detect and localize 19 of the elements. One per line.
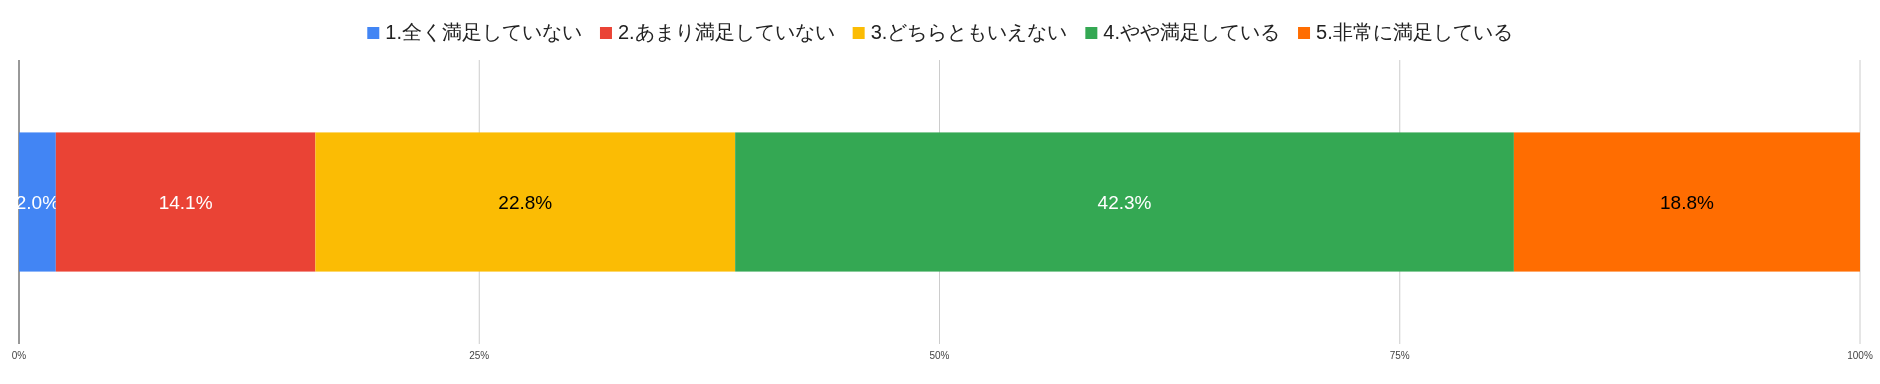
x-tick-label: 25% <box>469 350 490 361</box>
legend-label: 4.やや満足している <box>1103 21 1281 43</box>
x-tick-label: 100% <box>1847 350 1873 361</box>
legend-label: 3.どちらともいえない <box>870 21 1068 43</box>
data-label: 42.3% <box>1097 192 1152 213</box>
legend-label: 5.非常に満足している <box>1316 21 1513 43</box>
data-label: 22.8% <box>498 192 553 213</box>
legend-label: 2.あまり満足していない <box>617 21 835 43</box>
legend-label: 1.全く満足していない <box>385 21 582 43</box>
data-label: 18.8% <box>1660 192 1714 213</box>
bar <box>315 132 736 272</box>
data-label: 14.1% <box>158 192 213 213</box>
bar <box>55 132 316 272</box>
x-tick-label: 50% <box>929 350 950 361</box>
bar <box>19 132 56 272</box>
x-tick-label: 75% <box>1389 350 1410 361</box>
bar <box>1513 132 1860 272</box>
x-tick-label: 0% <box>11 350 27 361</box>
bar <box>735 132 1514 272</box>
